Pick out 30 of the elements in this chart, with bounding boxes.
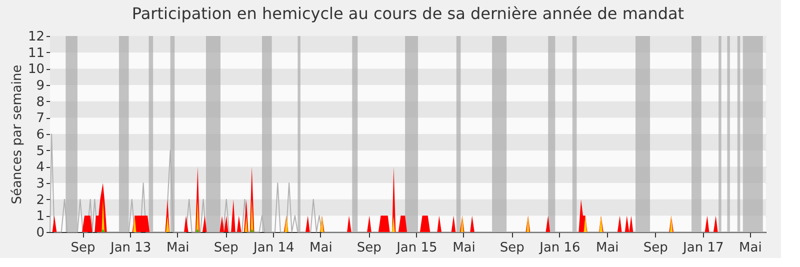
y-tick-label: 1 (36, 209, 44, 224)
x-tick-label: Sep (70, 240, 96, 256)
x-tick-label: Mai (310, 240, 332, 256)
x-tick-label: Mai (596, 240, 619, 256)
x-tick-label: Jan 16 (538, 240, 580, 256)
x-tick-label: Jan 13 (109, 240, 152, 256)
x-tick-label: Sep (356, 240, 382, 256)
x-tick-label: Jan 15 (396, 240, 438, 256)
x-tick-label: Mai (739, 240, 762, 256)
y-tick-label: 11 (28, 46, 44, 61)
y-tick-label: 8 (36, 94, 44, 110)
y-tick-label: 6 (36, 128, 44, 142)
y-tick-label: 7 (36, 111, 44, 126)
x-tick-label: Sep (643, 240, 668, 256)
x-tick-label: Jan 17 (682, 240, 724, 256)
x-tick-label: Mai (166, 240, 190, 256)
y-tick-label: 12 (28, 30, 44, 44)
y-tick-label: 0 (36, 226, 44, 240)
x-tick-label: Mai (452, 240, 476, 256)
y-tick-label: 3 (36, 176, 44, 192)
x-tick-label: Jan 14 (252, 240, 294, 256)
chart-title: Participation en hemicycle au cours de sa dernière année de mandat (132, 4, 684, 23)
y-tick-label: 9 (36, 78, 44, 94)
y-tick-label: 5 (36, 144, 44, 159)
y-tick-label: 10 (28, 62, 44, 78)
y-tick-label: 2 (36, 192, 44, 208)
x-tick-label: Sep (500, 240, 524, 256)
x-tick-label: Sep (214, 240, 238, 256)
y-axis-title: Séances par semaine (10, 64, 25, 204)
y-tick-label: 4 (36, 160, 44, 176)
